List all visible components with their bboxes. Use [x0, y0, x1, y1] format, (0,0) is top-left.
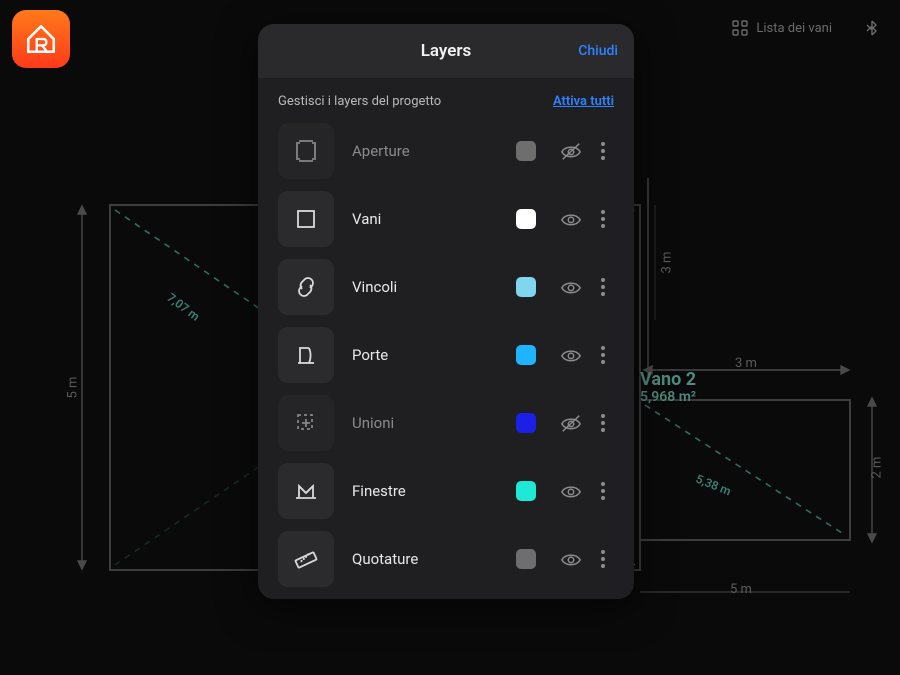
dim-right-v2: 2 m — [869, 457, 884, 479]
dim-bottom-right: 5 m — [730, 582, 752, 597]
layer-visibility-toggle[interactable] — [550, 412, 592, 434]
layer-more-button[interactable] — [592, 482, 614, 500]
layer-visibility-toggle[interactable] — [550, 208, 592, 230]
layer-more-button[interactable] — [592, 346, 614, 364]
room-area: 5,968 m² — [640, 390, 696, 405]
eye-off-icon — [560, 140, 582, 162]
layer-color-swatch[interactable] — [516, 141, 536, 161]
eye-off-icon — [560, 412, 582, 434]
layer-visibility-toggle[interactable] — [550, 480, 592, 502]
layer-color-swatch[interactable] — [516, 413, 536, 433]
layer-icon-quotature[interactable] — [278, 531, 334, 587]
layer-icon-aperture[interactable] — [278, 123, 334, 179]
layer-color-swatch[interactable] — [516, 549, 536, 569]
panel-title: Layers — [421, 41, 472, 61]
layer-label: Aperture — [334, 142, 516, 160]
layer-visibility-toggle[interactable] — [550, 276, 592, 298]
layer-row-vani: Vani — [278, 191, 614, 247]
layer-row-porte: Porte — [278, 327, 614, 383]
layer-more-button[interactable] — [592, 278, 614, 296]
panel-subtitle: Gestisci i layers del progetto — [278, 94, 441, 109]
layer-more-button[interactable] — [592, 210, 614, 228]
layer-color-swatch[interactable] — [516, 209, 536, 229]
eye-icon — [560, 344, 582, 366]
layer-icon-unioni[interactable] — [278, 395, 334, 451]
panel-header: Layers Chiudi — [258, 24, 634, 78]
layer-label: Unioni — [334, 414, 516, 432]
crop-icon — [293, 138, 319, 164]
layer-icon-vincoli[interactable] — [278, 259, 334, 315]
layer-row-aperture: Aperture — [278, 123, 614, 179]
layer-icon-vani[interactable] — [278, 191, 334, 247]
layer-icon-porte[interactable] — [278, 327, 334, 383]
close-button[interactable]: Chiudi — [578, 43, 618, 59]
activate-all-link[interactable]: Attiva tutti — [553, 94, 614, 109]
eye-icon — [560, 276, 582, 298]
ruler-icon — [293, 546, 319, 572]
layer-color-swatch[interactable] — [516, 345, 536, 365]
layer-list: Aperture Vani Vincoli Porte Unioni Finestre Qu… — [258, 123, 634, 587]
layer-row-finestre: Finestre — [278, 463, 614, 519]
layers-panel: Layers Chiudi Gestisci i layers del prog… — [258, 24, 634, 599]
layer-color-swatch[interactable] — [516, 481, 536, 501]
window-icon — [293, 478, 319, 504]
room-name: Vano 2 — [640, 370, 696, 390]
layer-visibility-toggle[interactable] — [550, 140, 592, 162]
eye-icon — [560, 208, 582, 230]
link-icon — [293, 274, 319, 300]
dim-left: 5 m — [65, 377, 80, 399]
layer-more-button[interactable] — [592, 142, 614, 160]
layer-more-button[interactable] — [592, 550, 614, 568]
layer-label: Vani — [334, 210, 516, 228]
layer-color-swatch[interactable] — [516, 277, 536, 297]
dim-right-v1: 3 m — [659, 252, 674, 274]
layer-visibility-toggle[interactable] — [550, 548, 592, 570]
door-icon — [293, 342, 319, 368]
eye-icon — [560, 548, 582, 570]
layer-row-vincoli: Vincoli — [278, 259, 614, 315]
layer-label: Quotature — [334, 550, 516, 568]
union-icon — [293, 410, 319, 436]
dim-top-right: 3 m — [735, 356, 757, 371]
square-icon — [293, 206, 319, 232]
layer-label: Porte — [334, 346, 516, 364]
room-label-vano2: Vano 2 5,968 m² — [640, 370, 696, 405]
layer-more-button[interactable] — [592, 414, 614, 432]
layer-icon-finestre[interactable] — [278, 463, 334, 519]
eye-icon — [560, 480, 582, 502]
layer-row-quotature: Quotature — [278, 531, 614, 587]
panel-subheader: Gestisci i layers del progetto Attiva tu… — [258, 78, 634, 123]
layer-label: Vincoli — [334, 278, 516, 296]
layer-visibility-toggle[interactable] — [550, 344, 592, 366]
layer-row-unioni: Unioni — [278, 395, 614, 451]
layer-label: Finestre — [334, 482, 516, 500]
